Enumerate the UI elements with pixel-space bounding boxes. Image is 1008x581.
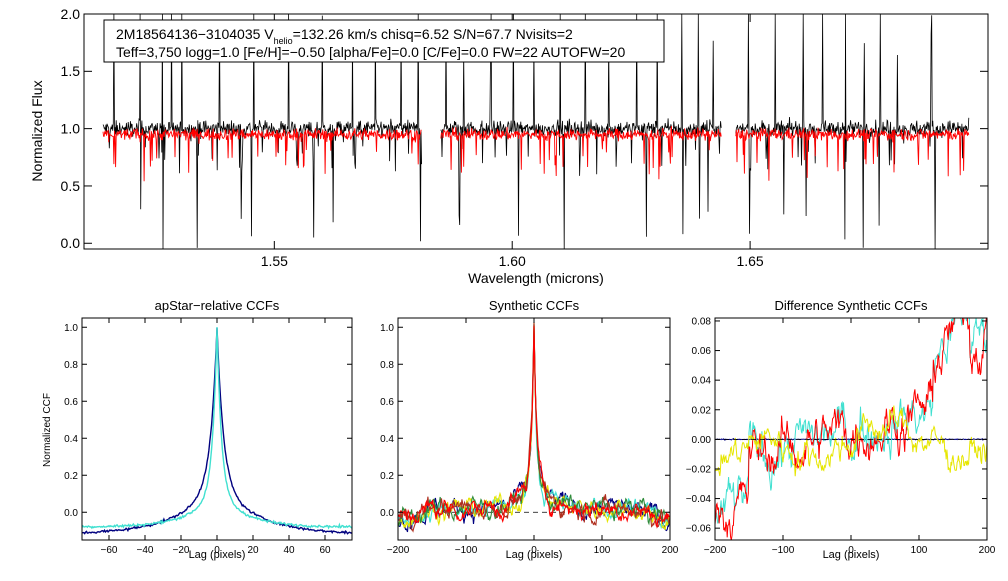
synthetic-ccf-lines [397, 321, 671, 533]
y-tick-label: 1.0 [64, 323, 78, 334]
y-tick-label: −0.02 [686, 464, 712, 475]
x-tick-label: 0 [531, 545, 537, 556]
spectrum-ylabel: Normalized Flux [29, 80, 45, 181]
y-tick-label: 0.06 [692, 346, 712, 357]
y-tick-label: 0.08 [692, 316, 712, 327]
difference-ccf-frame [714, 317, 988, 541]
x-tick-label: −20 [173, 545, 190, 556]
x-tick-label: 1.55 [261, 253, 288, 269]
spectrum-ticks: 1.55 1.60 1.65 0.0 0.5 1.0 1.5 2.0 [61, 6, 988, 269]
x-tick-label: 1.60 [499, 253, 526, 269]
difference-ccf-panel: −200 −100 0 100 200 −0.06 −0.04 −0.02 0.00 0.02 0.… [686, 298, 996, 561]
y-tick-label: 0.6 [380, 397, 394, 408]
apstar-ccf-panel: −60 −40 −20 0 20 40 60 0.0 0.2 0.4 0.6 0.8 1.0 apSta… [42, 298, 353, 561]
difference-ccf-lines [714, 317, 988, 541]
spectrum-series-observed [440, 13, 722, 250]
y-tick-label: 0.0 [380, 508, 394, 519]
difference-ccf-series-yellow [714, 405, 988, 477]
apstar-ccf-series-2 [81, 327, 353, 530]
x-tick-label: −60 [101, 545, 118, 556]
difference-ccf-title: Difference Synthetic CCFs [775, 298, 928, 313]
synthetic-ccf-title: Synthetic CCFs [489, 298, 580, 313]
y-tick-label: 0.2 [380, 471, 394, 482]
x-tick-label: −200 [387, 545, 410, 556]
spectrum-series-observed [102, 13, 422, 250]
x-tick-label: 60 [319, 545, 331, 556]
y-tick-label: 0.8 [64, 360, 78, 371]
x-tick-label: −40 [137, 545, 154, 556]
y-tick-label: 2.0 [61, 6, 81, 22]
difference-ccf-xlabel: Lag (pixels) [823, 549, 880, 561]
x-tick-label: 0 [214, 545, 220, 556]
synthetic-ccf-series-red [397, 325, 671, 528]
y-tick-label: 1.0 [380, 323, 394, 334]
synthetic-ccf-xlabel: Lag (pixels) [506, 549, 563, 561]
spectrum-legend-line1: 2M18564136−3104035 Vhelio=132.26 km/s ch… [116, 26, 573, 46]
x-tick-label: −100 [772, 545, 795, 556]
y-tick-label: 0.02 [692, 405, 712, 416]
x-tick-label: 100 [594, 545, 611, 556]
x-tick-label: 1.65 [736, 253, 763, 269]
x-tick-label: 200 [979, 545, 996, 556]
y-tick-label: 0.6 [64, 397, 78, 408]
apstar-ccf-frame [81, 317, 353, 541]
y-tick-label: 1.0 [61, 121, 81, 137]
apstar-ccf-xlabel: Lag (pixels) [189, 549, 246, 561]
difference-ccf-series-turquoise [714, 317, 988, 524]
y-tick-label: 0.8 [380, 360, 394, 371]
legend-star-id: 2M18564136−3104035 V [116, 26, 274, 42]
y-tick-label: 0.04 [692, 376, 712, 387]
apstar-ccf-ticks: −60 −40 −20 0 20 40 60 0.0 0.2 0.4 0.6 0.8 1.0 [64, 318, 352, 556]
spectrum-series-observed [735, 13, 970, 250]
y-tick-label: 0.2 [64, 471, 78, 482]
spectrum-xlabel: Wavelength (microns) [468, 270, 604, 286]
y-tick-label: 0.0 [64, 508, 78, 519]
apstar-ccf-series-1 [81, 327, 353, 535]
y-tick-label: −0.04 [686, 494, 712, 505]
y-tick-label: 1.5 [61, 63, 81, 79]
y-tick-label: 0.00 [692, 435, 712, 446]
x-tick-label: −100 [455, 545, 478, 556]
x-tick-label: 200 [662, 545, 679, 556]
x-tick-label: 40 [283, 545, 295, 556]
y-tick-label: 0.5 [61, 178, 81, 194]
legend-stats: =132.26 km/s chisq=6.52 S/N=67.7 Nvisits… [293, 26, 573, 42]
difference-ccf-ticks: −200 −100 0 100 200 −0.06 −0.04 −0.02 0.00 0.02 0.… [686, 316, 996, 556]
spectrum-series-model [102, 127, 422, 182]
legend-vhelio-subscript: helio [274, 36, 293, 46]
x-tick-label: 0 [848, 545, 854, 556]
apstar-ccf-lines [81, 327, 353, 535]
y-tick-label: 0.0 [61, 235, 81, 251]
synthetic-ccf-ticks: −200 −100 0 100 200 0.0 0.2 0.4 0.6 0.8 1.0 [380, 318, 679, 556]
synthetic-ccf-panel: −200 −100 0 100 200 0.0 0.2 0.4 0.6 0.8 1.0 Synthe… [380, 298, 679, 561]
apstar-ccf-ylabel: Normalized CCF [42, 393, 53, 467]
x-tick-label: −200 [704, 545, 727, 556]
x-tick-label: 20 [247, 545, 259, 556]
spectrum-legend-line2: Teff=3,750 logg=1.0 [Fe/H]=−0.50 [alpha/… [116, 44, 625, 60]
spectrum-legend-box [103, 19, 665, 63]
spectrum-series-model [440, 126, 722, 180]
spectrum-panel: 1.55 1.60 1.65 0.0 0.5 1.0 1.5 2.0 Wavelength (… [29, 6, 989, 286]
y-tick-label: 0.4 [64, 434, 78, 445]
spectrum-series-model [735, 127, 970, 181]
spectrum-frame [83, 13, 989, 250]
apstar-ccf-title: apStar−relative CCFs [155, 298, 280, 313]
x-tick-label: 100 [911, 545, 928, 556]
y-tick-label: −0.06 [686, 524, 712, 535]
y-tick-label: 0.4 [380, 434, 394, 445]
spectrum-lines [102, 13, 970, 250]
difference-ccf-series-red [714, 317, 988, 541]
